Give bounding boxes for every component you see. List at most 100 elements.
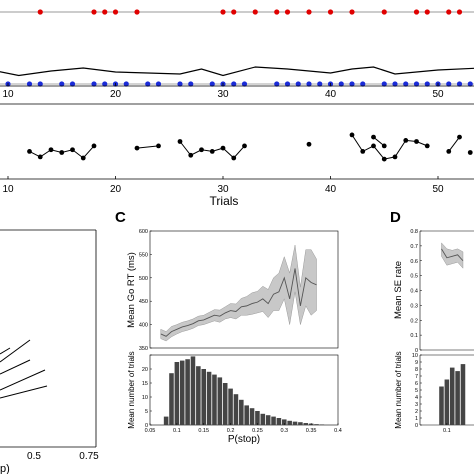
d-top-ytick-label: 0.6: [410, 259, 418, 265]
row3-point: [381, 143, 387, 149]
c-top-mean-line: [160, 268, 317, 337]
c-bottom-xtick-label: 0.2: [227, 428, 235, 434]
row3-point: [188, 152, 194, 158]
blue-event-dot: [467, 81, 473, 87]
row3-point: [424, 143, 430, 149]
d-bottom-ytick-label: 6: [415, 381, 418, 387]
c-bar: [271, 416, 276, 425]
row3-point: [306, 141, 312, 147]
red-event-dot: [37, 9, 43, 15]
row3-point: [371, 134, 376, 140]
blue-event-dot: [360, 81, 366, 87]
c-top-ytick-label: 500: [139, 276, 148, 282]
red-event-dot: [252, 9, 258, 15]
row3-point: [403, 138, 409, 143]
d-bottom-ytick-label: 5: [415, 388, 418, 394]
blue-event-dot: [446, 81, 452, 87]
blue-event-dot: [177, 81, 183, 87]
c-bar: [255, 411, 260, 425]
blue-event-dot: [69, 81, 76, 87]
blue-event-dot: [295, 81, 301, 87]
blue-event-dot: [392, 81, 398, 87]
c-bar: [212, 374, 217, 425]
c-bar: [303, 423, 309, 425]
d-top-ytick-label: 0.1: [410, 333, 418, 339]
c-bottom-ylabel: Mean number of trials: [127, 351, 136, 428]
row3-point: [70, 147, 75, 153]
row3-point: [37, 154, 43, 160]
row3-xlabel: Trials: [210, 194, 239, 208]
blue-event-dot: [284, 81, 291, 87]
c-bar: [196, 366, 201, 425]
row3-line: [136, 145, 159, 149]
row3-point: [134, 145, 140, 151]
row3-point: [80, 155, 86, 161]
d-top-mean-line: [441, 248, 464, 262]
b-xtick-label: 40: [325, 89, 337, 100]
left-xtick-label: 0.5: [27, 451, 41, 462]
c-bottom-ytick-label: 5: [145, 409, 148, 415]
d-bottom-ytick-label: 4: [415, 395, 418, 401]
row3-xtick-label: 40: [325, 184, 337, 195]
blue-event-dot: [456, 81, 463, 87]
d-bar: [460, 364, 466, 425]
d-top-ytick-label: 0.8: [410, 229, 418, 235]
row3-point: [91, 143, 97, 149]
c-bar: [185, 359, 190, 425]
c-bar: [282, 419, 287, 425]
d-bottom-ytick-label: 1: [415, 416, 418, 422]
d-bottom-ytick-label: 0: [415, 423, 418, 429]
blue-event-dot: [37, 81, 43, 87]
row3-point: [446, 149, 452, 154]
c-bar: [201, 369, 206, 425]
d-top-ytick-label: 0.5: [410, 274, 418, 280]
c-bar: [298, 422, 303, 425]
c-bar: [228, 388, 233, 425]
row3-point: [209, 149, 215, 154]
red-event-dot: [424, 9, 430, 15]
blue-event-dot: [413, 81, 420, 87]
panel-a: 10 20 30 40 50: [0, 9, 474, 105]
blue-event-dot: [102, 81, 108, 87]
row3-point: [220, 145, 226, 151]
row3-line: [448, 136, 460, 152]
blue-event-dot: [381, 81, 387, 87]
blue-event-dot: [155, 81, 162, 87]
b-xtick-label: 30: [217, 89, 229, 100]
d-bar: [455, 371, 460, 425]
red-event-dot: [446, 9, 452, 15]
c-bottom-ytick-label: 20: [142, 367, 148, 373]
d-bar: [449, 367, 455, 425]
red-event-dot: [284, 9, 291, 15]
row3-point: [48, 147, 54, 153]
c-bottom-ytick-label: 15: [142, 381, 148, 387]
panel-c: 350 400 450 500 550 600 Mean Go RT (ms) 0 5 10 1…: [126, 229, 342, 445]
c-bar: [222, 383, 228, 425]
trace-line: [0, 66, 474, 77]
red-event-dot: [274, 9, 280, 15]
c-bar: [239, 399, 244, 425]
c-bottom-xtick-label: 0.05: [145, 428, 156, 434]
c-bar: [260, 413, 266, 425]
row3-point: [177, 139, 183, 144]
c-top-ytick-label: 350: [139, 346, 148, 352]
row3-line: [351, 134, 428, 160]
c-bar: [292, 421, 298, 425]
blue-event-dot: [209, 81, 215, 87]
d-bottom-ytick-label: 7: [415, 374, 418, 380]
row3-point: [414, 139, 419, 144]
row3-point: [27, 149, 32, 154]
row3-point: [360, 149, 366, 154]
d-bottom-ytick-label: 9: [415, 360, 418, 366]
red-event-dot: [456, 9, 463, 15]
left-xlabel-fragment: p): [0, 463, 10, 474]
d-top-ci-band: [441, 242, 464, 269]
c-top-ytick-label: 600: [139, 229, 148, 235]
d-top-ytick-label: 0.4: [410, 289, 418, 295]
panel-row3: 10 20 30 40 50 Trials: [0, 132, 474, 208]
blue-event-dot: [188, 81, 194, 87]
blue-event-dot: [91, 81, 97, 87]
red-event-dot: [112, 9, 119, 15]
blue-event-dot: [145, 81, 151, 87]
